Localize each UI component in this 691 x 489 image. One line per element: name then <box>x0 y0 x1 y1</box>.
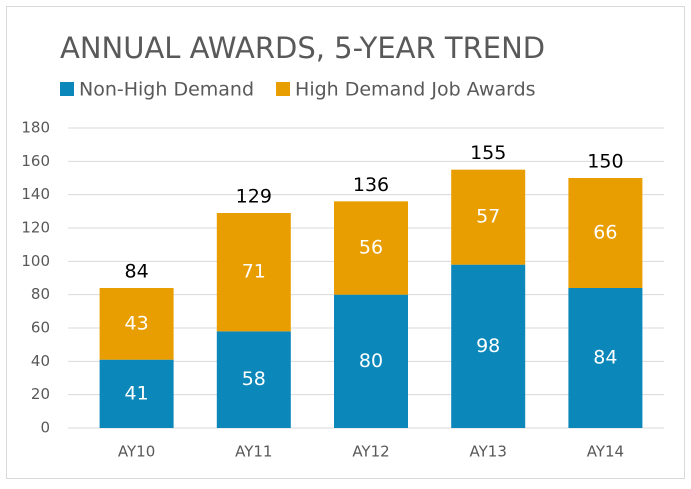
total-label: 150 <box>587 151 623 173</box>
y-tick-label: 0 <box>40 419 50 437</box>
bar-segment <box>451 169 526 265</box>
data-label: 84 <box>593 347 617 369</box>
data-label: 58 <box>242 368 266 390</box>
legend-label: High Demand Job Awards <box>295 79 536 101</box>
data-label: 66 <box>593 222 617 244</box>
chart-title: ANNUAL AWARDS, 5-YEAR TREND <box>60 31 545 65</box>
total-label: 84 <box>125 261 149 283</box>
y-tick-label: 40 <box>31 352 50 370</box>
x-tick-label: AY14 <box>587 443 624 461</box>
y-tick-label: 80 <box>31 285 50 303</box>
legend-swatch <box>276 82 291 96</box>
x-tick-label: AY11 <box>235 443 272 461</box>
data-label: 43 <box>125 312 149 334</box>
total-label: 129 <box>236 186 272 208</box>
bar-segment <box>99 288 174 360</box>
data-label: 71 <box>242 261 266 283</box>
legend-swatch <box>60 82 74 96</box>
y-tick-label: 180 <box>21 119 50 137</box>
total-label: 155 <box>470 142 506 164</box>
bar-segment <box>334 201 408 295</box>
y-tick-label: 120 <box>21 219 50 237</box>
bar-segment <box>334 294 408 428</box>
bar-segment <box>568 288 643 428</box>
bar-segment <box>568 178 643 288</box>
legend-label: Non-High Demand <box>79 79 254 101</box>
x-tick-label: AY13 <box>470 443 507 461</box>
data-label: 57 <box>476 206 500 228</box>
x-tick-label: AY12 <box>352 443 389 461</box>
data-label: 56 <box>359 237 383 259</box>
data-label: 41 <box>125 382 149 404</box>
bar-segment <box>216 331 291 428</box>
data-label: 80 <box>359 350 383 372</box>
total-label: 136 <box>353 174 389 196</box>
x-tick-label: AY10 <box>118 443 155 461</box>
y-tick-label: 160 <box>21 152 50 170</box>
y-tick-label: 140 <box>21 185 50 203</box>
bar-segment <box>216 213 291 332</box>
y-tick-label: 100 <box>21 252 50 270</box>
bar-segment <box>451 264 526 428</box>
bar-segment <box>99 359 174 428</box>
y-tick-label: 20 <box>31 385 50 403</box>
y-tick-label: 60 <box>31 319 50 337</box>
data-label: 98 <box>476 335 500 357</box>
